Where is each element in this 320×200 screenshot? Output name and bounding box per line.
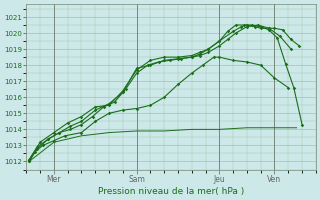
X-axis label: Pression niveau de la mer( hPa ): Pression niveau de la mer( hPa ) — [98, 187, 244, 196]
